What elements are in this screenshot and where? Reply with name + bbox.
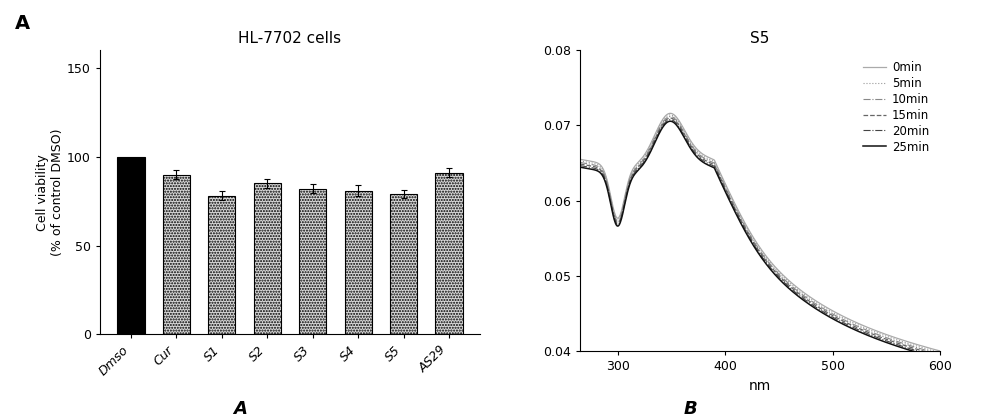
5min [737, 219, 749, 224]
Bar [117, 157, 145, 334]
X-axis label: nm: nm [749, 379, 771, 393]
15min [664, 115, 676, 120]
Title: S5: S5 [750, 31, 770, 46]
Title: HL-7702 cells: HL-7702 cells [238, 31, 342, 46]
10min [815, 305, 827, 310]
25min [737, 226, 749, 231]
Bar [345, 191, 372, 334]
25min [664, 119, 676, 124]
25min [846, 326, 858, 331]
20min [934, 355, 946, 360]
10min [846, 321, 858, 326]
25min [574, 165, 586, 170]
0min [815, 301, 827, 306]
15min [638, 158, 650, 163]
15min [846, 323, 858, 328]
20min [664, 117, 676, 122]
Line: 25min: 25min [580, 121, 940, 359]
15min [787, 286, 799, 291]
0min [934, 349, 946, 354]
25min [638, 161, 650, 166]
15min [737, 222, 749, 227]
10min [787, 285, 799, 290]
20min [667, 118, 679, 123]
Line: 15min: 15min [580, 118, 940, 356]
20min [574, 163, 586, 168]
20min [815, 308, 827, 313]
10min [667, 115, 679, 120]
10min [574, 160, 586, 165]
0min [664, 111, 676, 116]
0min [787, 281, 799, 286]
5min [574, 158, 586, 163]
Line: 5min: 5min [580, 115, 940, 352]
20min [638, 160, 650, 165]
Bar [208, 196, 235, 334]
0min [574, 157, 586, 162]
Line: 10min: 10min [580, 117, 940, 354]
5min [638, 155, 650, 160]
20min [737, 224, 749, 229]
25min [787, 289, 799, 294]
Line: 20min: 20min [580, 120, 940, 357]
15min [667, 117, 679, 122]
15min [815, 306, 827, 311]
Y-axis label: Cell viability
(% of control DMSO): Cell viability (% of control DMSO) [36, 128, 64, 256]
0min [846, 318, 858, 323]
Text: A: A [233, 400, 247, 418]
5min [815, 303, 827, 308]
25min [667, 120, 679, 125]
20min [787, 288, 799, 293]
Text: B: B [683, 400, 697, 418]
5min [667, 113, 679, 118]
5min [934, 350, 946, 355]
10min [737, 221, 749, 226]
5min [846, 319, 858, 324]
Bar [299, 189, 326, 334]
10min [638, 156, 650, 161]
25min [934, 357, 946, 362]
15min [934, 353, 946, 358]
20min [846, 324, 858, 329]
Legend: 0min, 5min, 10min, 15min, 20min, 25min: 0min, 5min, 10min, 15min, 20min, 25min [858, 56, 934, 158]
10min [664, 114, 676, 119]
15min [574, 161, 586, 166]
Bar [435, 173, 463, 334]
5min [664, 112, 676, 117]
Bar [254, 184, 281, 334]
0min [667, 112, 679, 117]
Text: A: A [15, 14, 30, 33]
Bar [163, 175, 190, 334]
25min [815, 309, 827, 314]
5min [787, 283, 799, 288]
Line: 0min: 0min [580, 113, 940, 351]
Bar [390, 194, 417, 334]
10min [934, 352, 946, 357]
0min [737, 218, 749, 223]
0min [638, 153, 650, 158]
